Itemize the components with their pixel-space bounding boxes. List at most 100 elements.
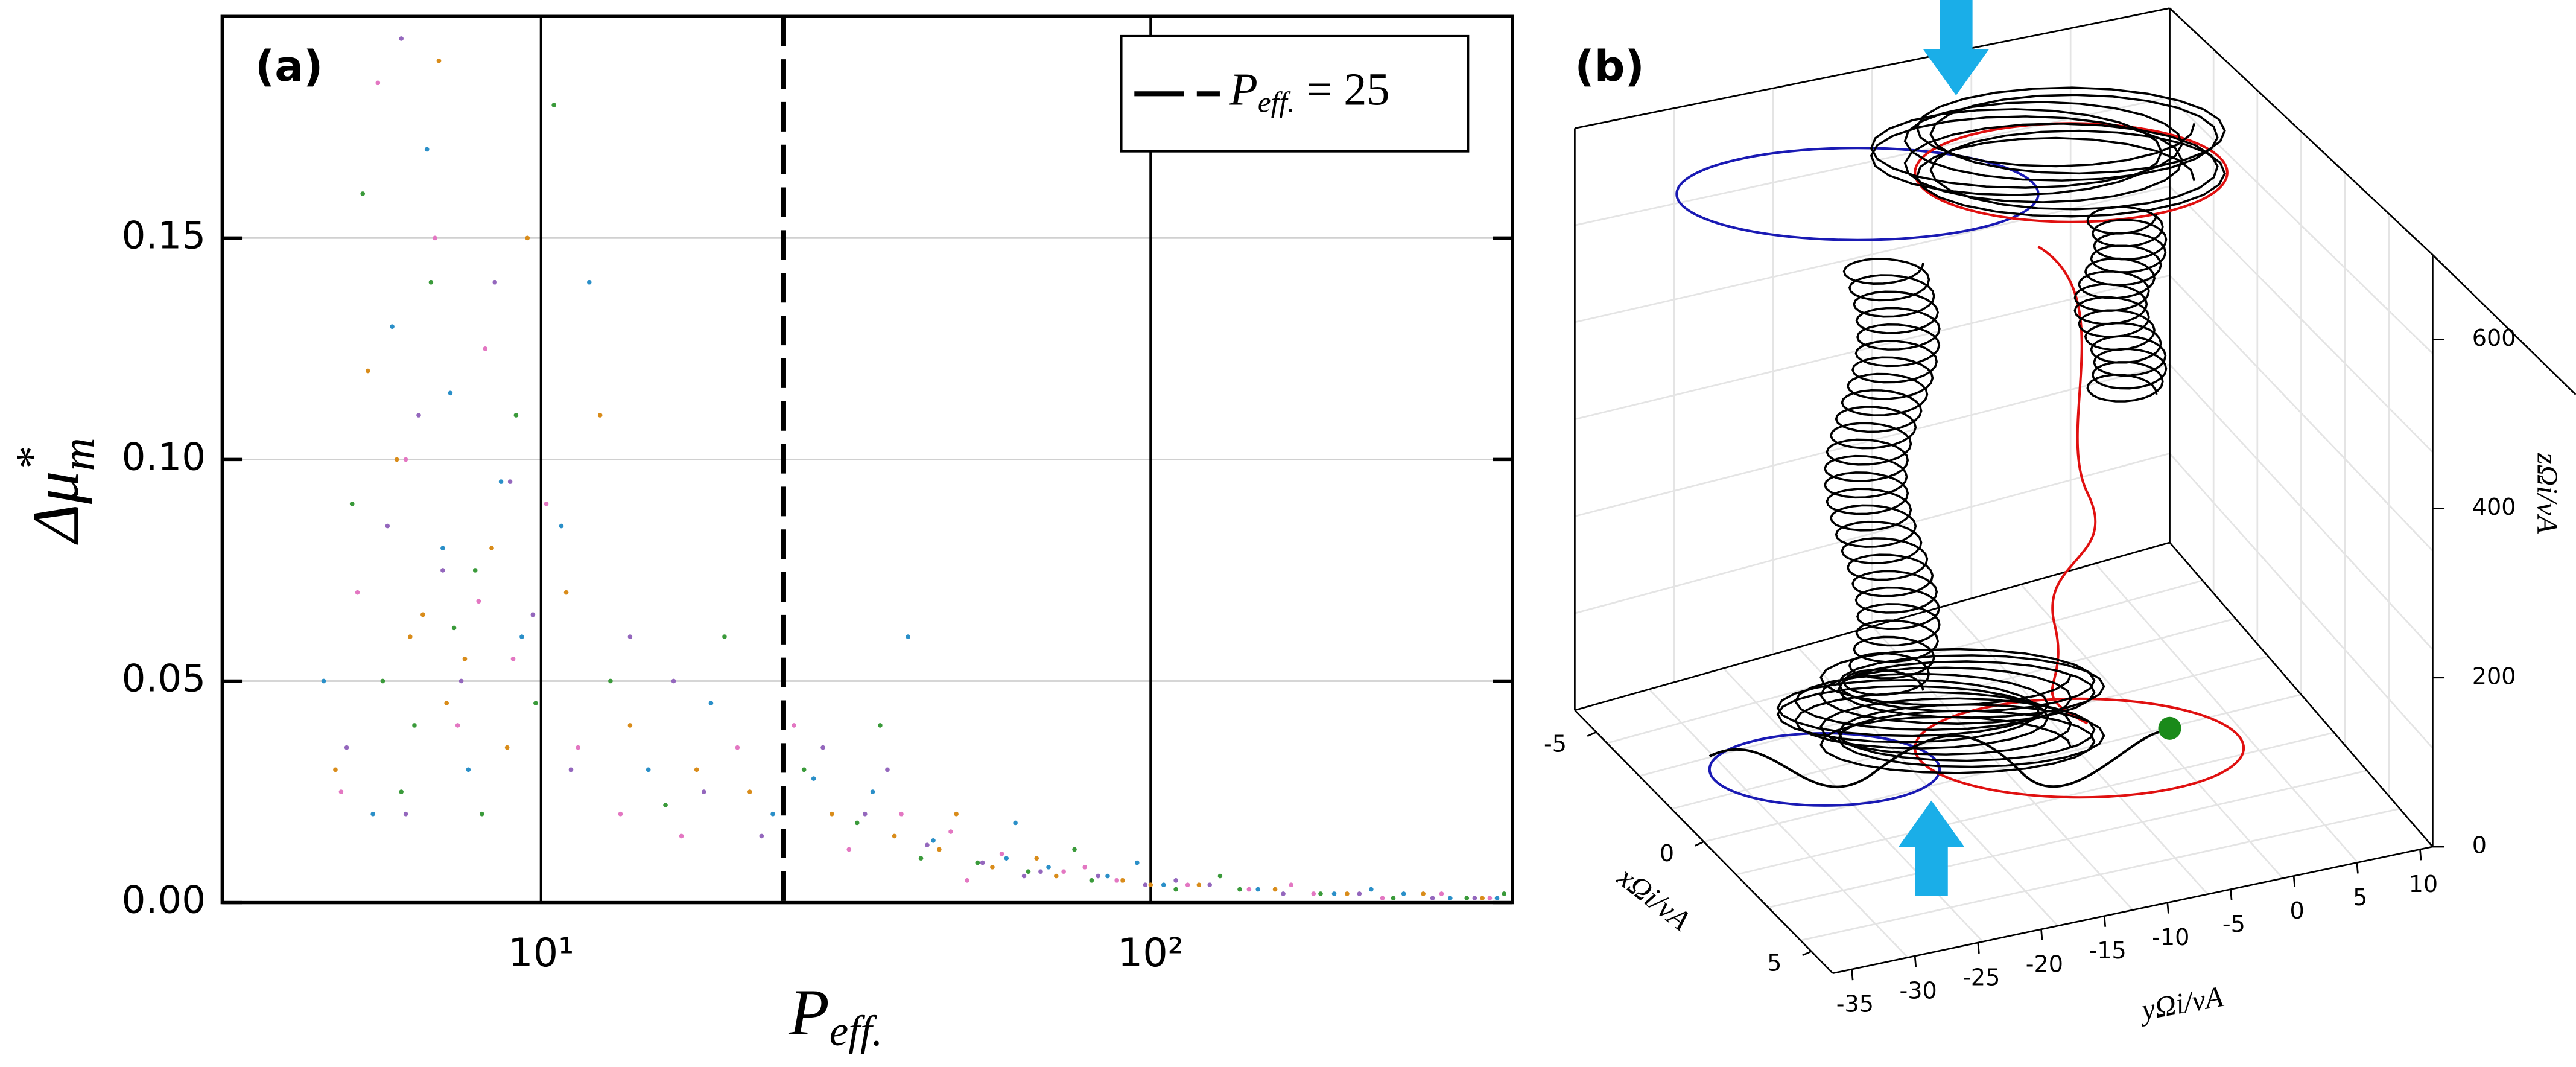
tick [2103,916,2107,927]
scatter-point [792,723,796,728]
scatter-point [1448,896,1453,901]
scatter-point [1246,887,1252,892]
scatter-point [412,723,417,728]
tick-label: -5 [2222,911,2245,937]
x-label-base: P [788,976,830,1049]
scatter-point [551,103,556,107]
tick-label: -10 [2152,924,2189,951]
scatter-point [448,390,453,396]
tick [1587,731,1597,737]
scatter-point [440,568,445,573]
scatter-point [568,767,574,772]
scatter-point [408,634,413,639]
x-tick-label: 10¹ [508,930,574,976]
scatter-point [390,324,395,329]
box-edge [2169,542,2434,847]
scatter-point [472,568,478,573]
scatter-point [747,789,752,794]
scatter-point [399,36,404,41]
scatter-point [1161,882,1166,888]
scatter-point [870,789,875,794]
x-tick-label: 10² [1118,930,1184,976]
tick-label: -25 [1962,964,2000,990]
scatter-point [1114,878,1120,883]
tick [1914,955,1917,967]
scatter-point [1089,878,1094,883]
scatter-point [349,502,355,506]
scatter-point [455,723,460,728]
scatter-point [1487,896,1493,901]
scatter-point [694,767,699,772]
panel-label: (a) [255,41,323,91]
scatter-point [403,457,408,462]
tick [1694,841,1704,847]
scatter-point [918,856,924,861]
scatter-point [1046,865,1051,870]
scatter-point [899,811,904,817]
trajectory [1708,730,2171,788]
scatter-point [510,656,516,661]
scatter-point [1173,878,1178,883]
box-edge [1832,846,2433,975]
legend-base: P [1229,64,1258,115]
trajectory [2073,206,2168,403]
scatter-point [489,546,494,551]
scatter-point [770,811,775,817]
scatter-point [671,678,676,684]
scatter-point [618,811,623,817]
scatter-point [1134,860,1140,865]
arrow [1923,0,1989,96]
scatter-point [1502,891,1507,896]
scatter-point [1281,891,1286,896]
scatter-point [801,767,807,772]
scatter-point [811,776,816,781]
tick [2292,876,2296,887]
trajectory [2037,245,2097,725]
tick-label: 10 [2409,871,2438,897]
scatter-point [1311,891,1316,896]
tick-label: -35 [1836,991,1874,1018]
scatter-point [380,678,385,684]
scatter-point [428,279,434,285]
y-label-sup: * [7,447,57,471]
scatter-point [365,368,370,374]
scatter-point [1380,896,1385,901]
legend-rest: = 25 [1295,64,1389,115]
scatter-point [444,701,449,706]
scatter-point [663,803,668,807]
scatter-point [360,191,366,196]
scatter-point [1207,882,1213,888]
scatter-point [436,58,442,63]
wall-grid [2169,453,2434,749]
scatter-point [1061,869,1066,874]
floor-grid [1768,769,2367,909]
tick-label: 5 [2353,884,2367,911]
scatter-point [420,612,425,617]
scatter-point [990,865,995,870]
scatter-point [507,479,513,484]
scatter-point [1318,891,1323,896]
floor-grid [1703,693,2302,843]
floor-grid [1800,807,2400,941]
scatter-point [519,634,524,639]
tick-label: -15 [2089,937,2126,964]
scatter-point [399,789,404,794]
scatter-point [355,590,360,595]
frame [220,14,1514,905]
scatter-point [1255,887,1261,892]
scatter-point [1105,873,1110,879]
scatter-point [708,701,714,706]
scatter-point [1401,891,1406,896]
tick [2419,849,2422,861]
scatter-point [931,838,936,843]
x-label-sub: eff. [830,1008,883,1055]
scatter-point [563,590,569,595]
scatter-point [1196,882,1202,888]
scatter-point [906,634,910,639]
tick [1802,951,1812,957]
scatter-point [458,678,464,684]
tick-label: -20 [2026,951,2063,977]
panel-label: (b) [1575,41,1644,91]
